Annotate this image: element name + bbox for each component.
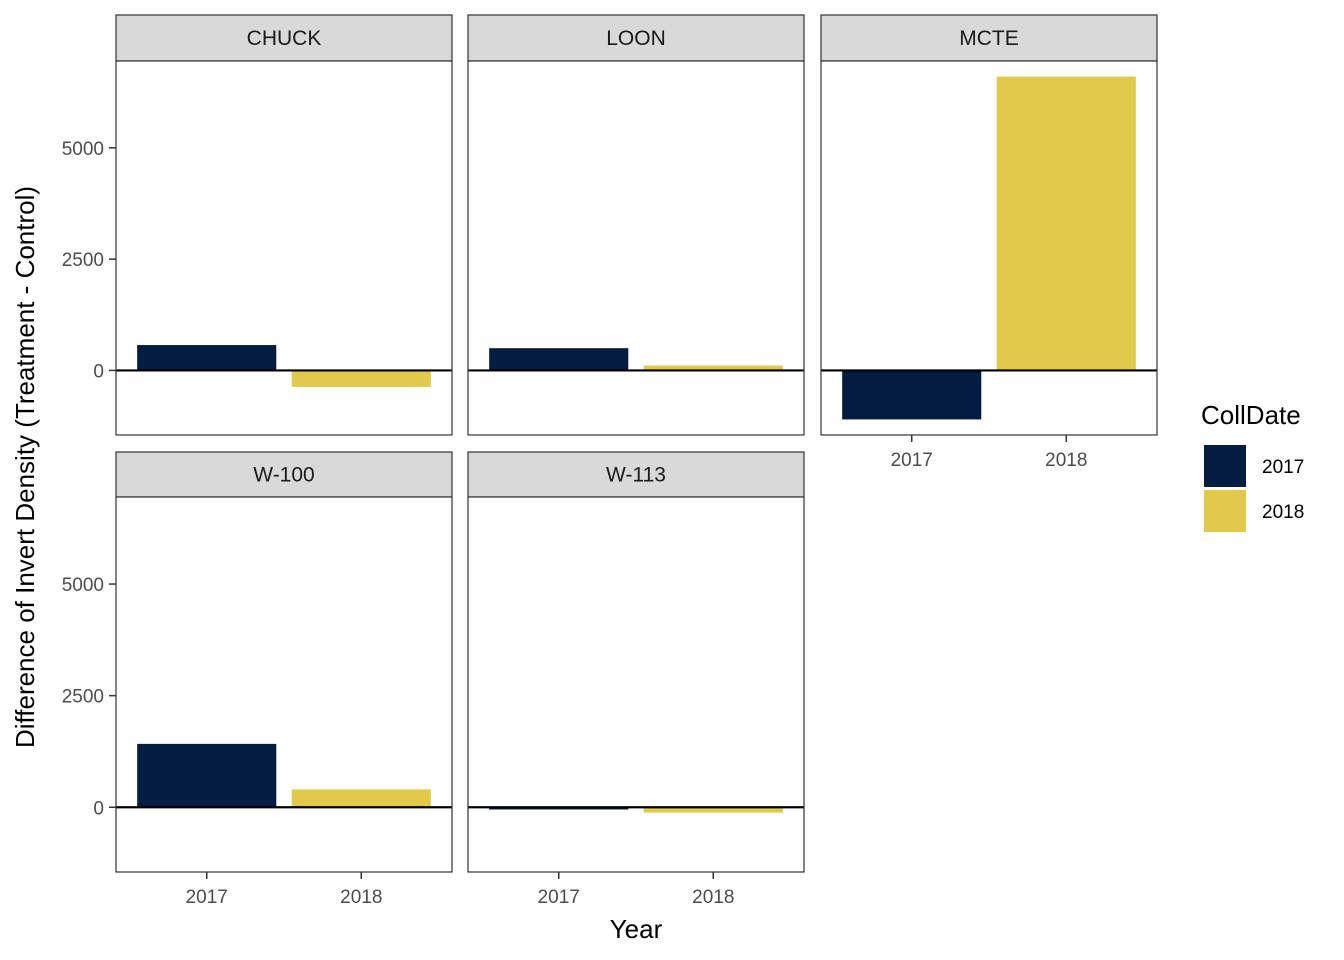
panel-border [115, 60, 453, 436]
y-tick-label: 0 [93, 361, 104, 382]
bar-loon-2018 [643, 365, 783, 371]
panel-border [115, 496, 453, 873]
bar-w-100-2018 [291, 789, 431, 808]
x-tick-label: 2018 [1045, 450, 1087, 471]
x-axis-title: Year [610, 914, 663, 944]
panel-background [116, 497, 452, 872]
legend-label: 2017 [1262, 457, 1304, 478]
panel-background [468, 497, 804, 872]
bar-chuck-2018 [291, 370, 431, 387]
facet-title: MCTE [959, 27, 1019, 50]
facet-title: W-113 [606, 464, 666, 487]
bar-mcte-2017 [842, 370, 982, 420]
x-tick-label: 2017 [186, 887, 228, 908]
panel-border [820, 60, 1158, 436]
facet-strip [115, 14, 453, 62]
bar-w-113-2017 [489, 807, 629, 810]
y-axis-title: Difference of Invert Density (Treatment … [10, 186, 40, 748]
panel-background [468, 61, 804, 435]
panel-border [467, 496, 805, 873]
x-tick-label: 2017 [538, 887, 580, 908]
facet-strip [467, 451, 805, 498]
facet-title: LOON [606, 27, 666, 50]
legend-label: 2018 [1262, 502, 1304, 523]
y-tick-label: 5000 [62, 575, 104, 596]
legend-swatch-2018 [1204, 490, 1246, 532]
facet-strip [820, 14, 1158, 62]
y-tick-label: 0 [93, 798, 104, 819]
bar-w-113-2018 [643, 807, 783, 813]
legend-swatch-2017 [1204, 445, 1246, 487]
y-tick-label: 2500 [62, 250, 104, 271]
x-tick-label: 2018 [340, 887, 382, 908]
facet-strip [467, 14, 805, 62]
facet-title: CHUCK [247, 27, 322, 50]
bar-loon-2017 [489, 348, 629, 371]
x-tick-label: 2017 [891, 450, 933, 471]
bar-mcte-2018 [996, 76, 1136, 371]
bar-w-100-2017 [137, 743, 277, 808]
y-tick-label: 2500 [62, 687, 104, 708]
facet-strip [115, 451, 453, 498]
x-tick-label: 2018 [692, 887, 734, 908]
bar-chuck-2017 [137, 345, 277, 371]
legend-title: CollDate [1201, 400, 1301, 430]
facet-title: W-100 [253, 464, 314, 487]
panel-border [467, 60, 805, 436]
y-tick-label: 5000 [62, 139, 104, 160]
